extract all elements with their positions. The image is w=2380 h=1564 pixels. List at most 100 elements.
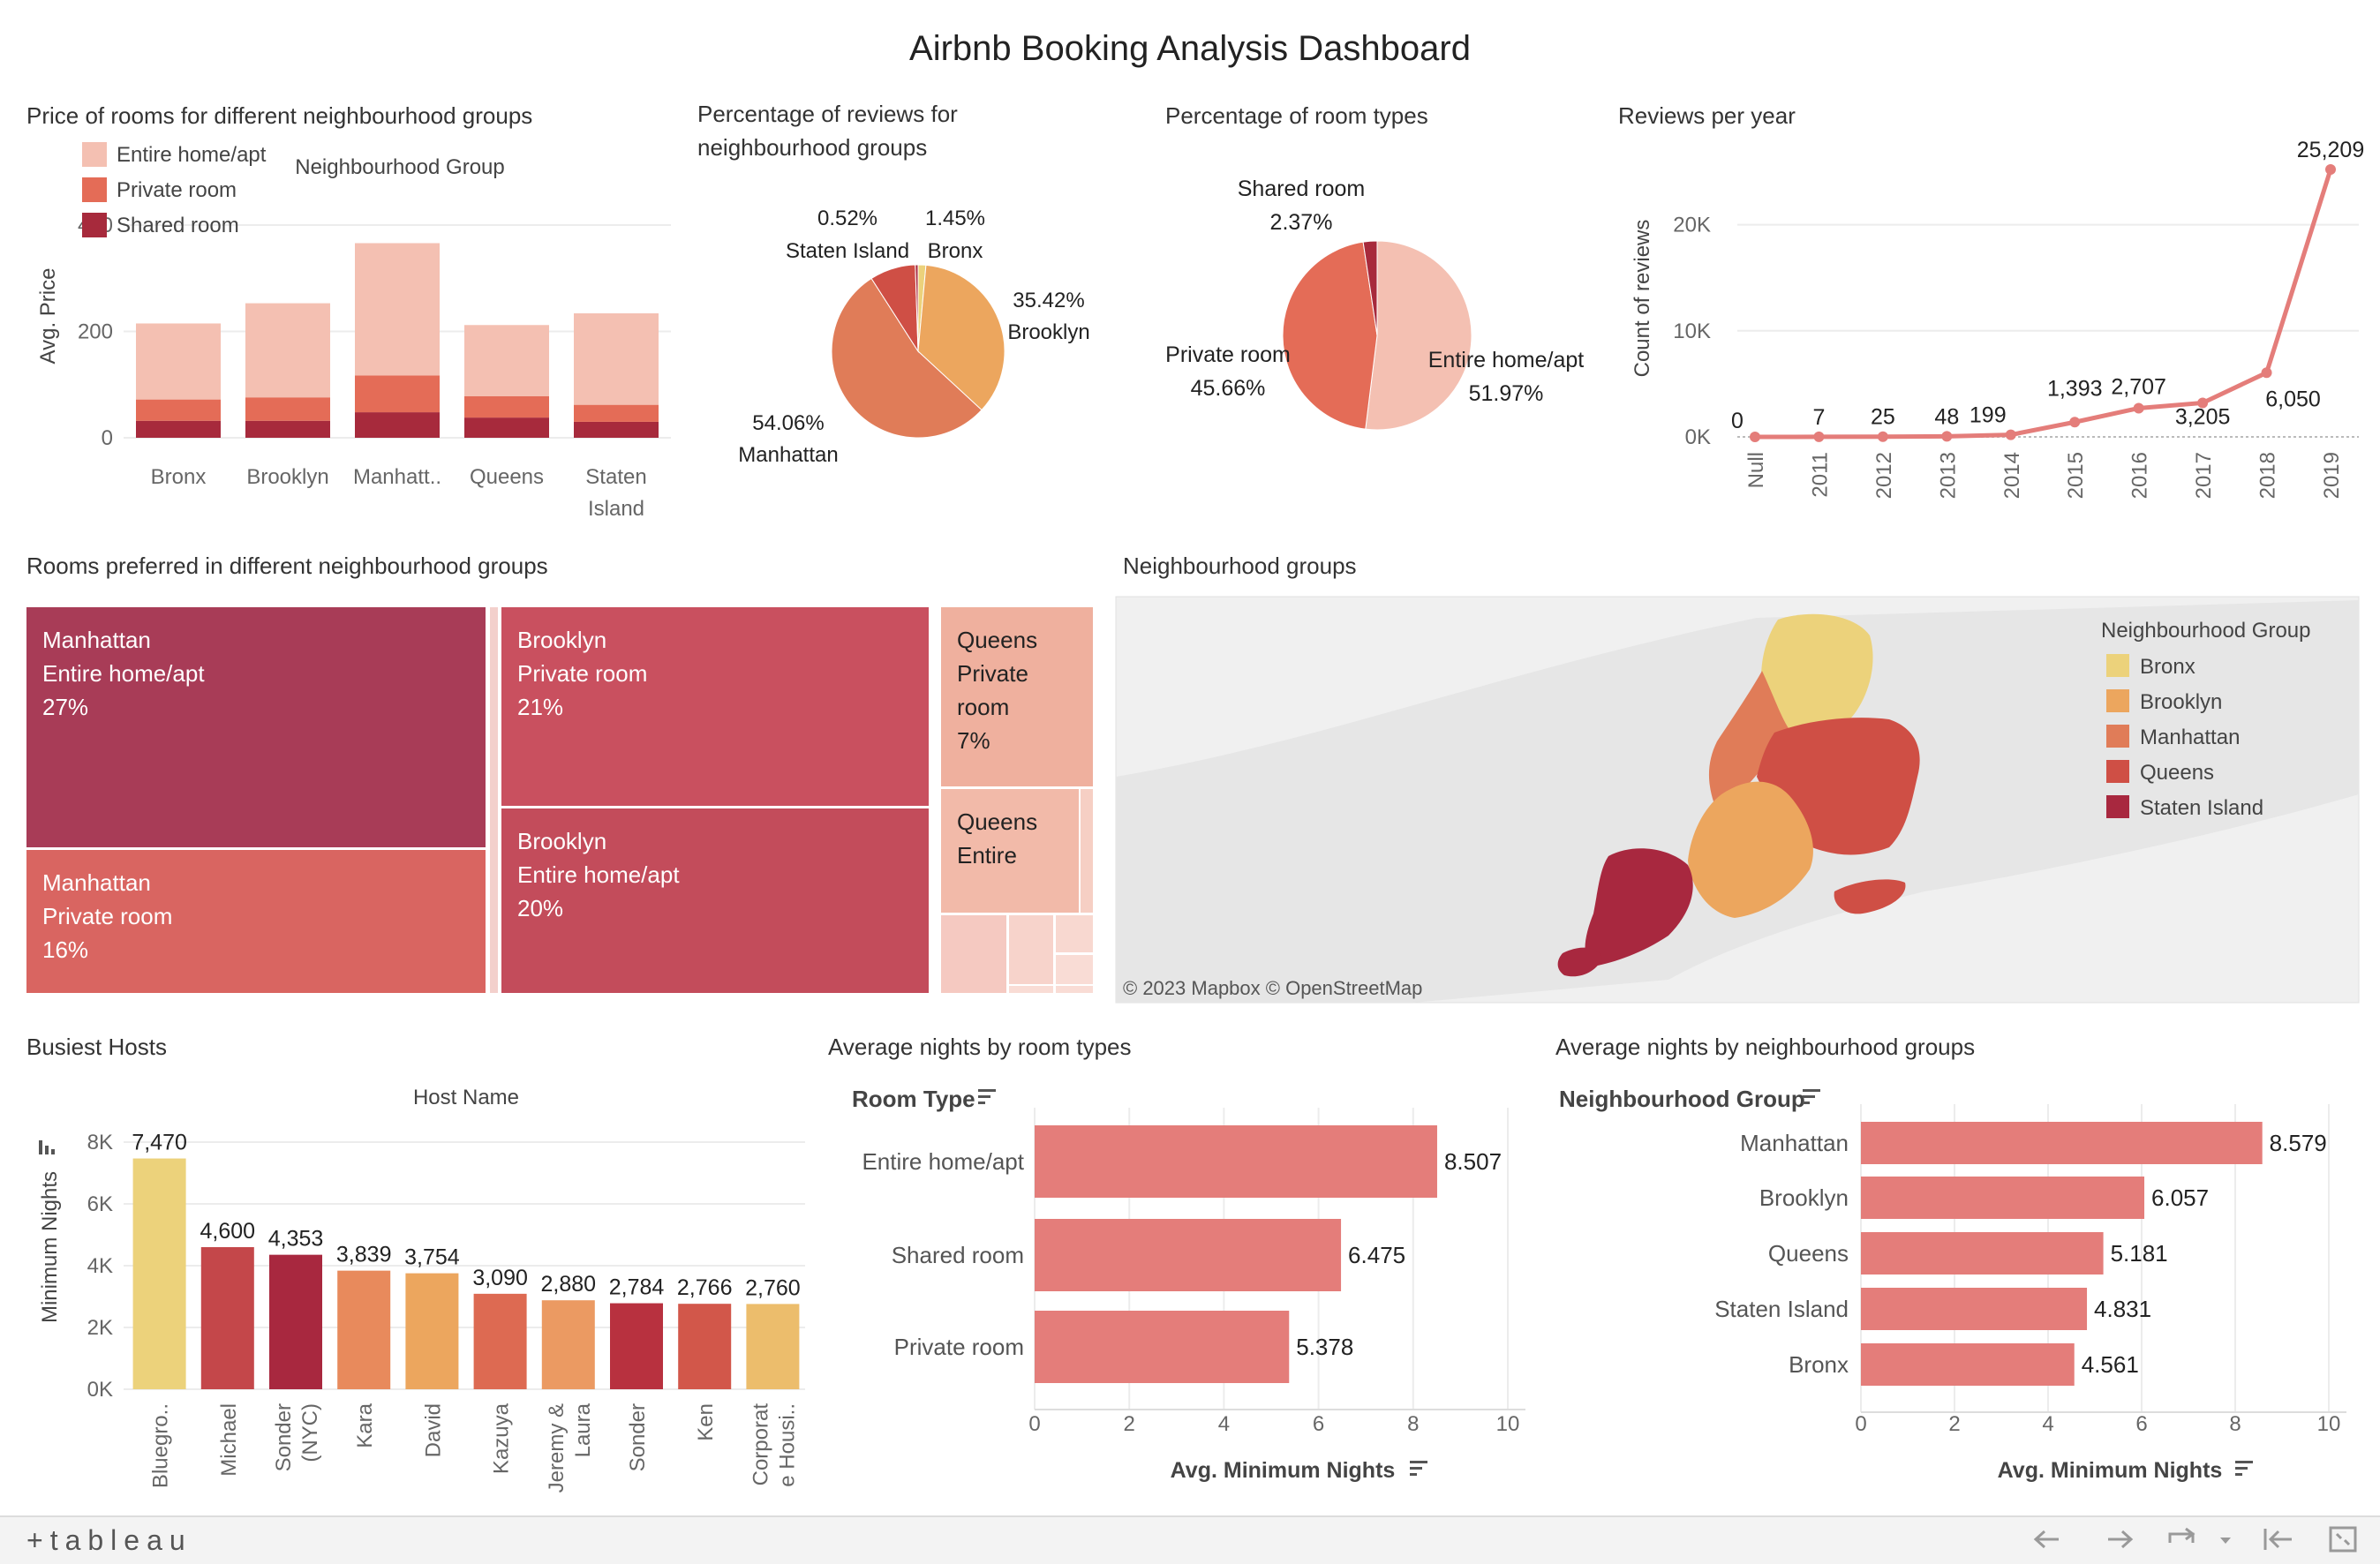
map-legend[interactable]: Bronx Brooklyn Manhattan Queens Staten I…	[2106, 654, 2263, 820]
roomtype-pie-pct-label: 45.66%	[1191, 376, 1266, 401]
reviews-year-line	[1754, 169, 2333, 440]
hosts-category-label: Michael	[217, 1403, 241, 1477]
price-ytick-label: 200	[78, 320, 113, 344]
hosts-bar	[678, 1304, 732, 1389]
price-legend[interactable]: Entire home/apt Private room Shared room	[82, 142, 267, 237]
hosts-ytick-label: 0K	[87, 1378, 113, 1402]
price-bar-segment	[574, 313, 659, 405]
reviews-year-xtick-label: 2019	[2320, 452, 2344, 499]
nights-ng-xtick-label: 2	[1948, 1412, 1960, 1436]
reviews-pie-name-label: Bronx	[928, 239, 983, 263]
roomtype-pie-title: Percentage of room types	[1165, 102, 1428, 129]
undo-icon[interactable]	[2033, 1530, 2059, 1549]
reset-icon[interactable]	[2263, 1529, 2292, 1550]
dropdown-arrow-icon[interactable]	[2220, 1538, 2231, 1544]
treemap-tile-small	[1056, 915, 1093, 952]
legend-swatch-shared	[82, 213, 107, 237]
nights-room-xtick-label: 4	[1218, 1412, 1230, 1436]
hosts-sort-icon[interactable]	[39, 1140, 55, 1154]
nights-ng-bar	[1861, 1232, 2104, 1275]
nights-room-category-label: Private room	[894, 1334, 1024, 1360]
nights-ng-bar	[1861, 1288, 2088, 1330]
nights-room-category-label: Shared room	[892, 1242, 1024, 1268]
roomtype-pie-slice	[1365, 240, 1472, 431]
hosts-ytick-label: 6K	[87, 1192, 113, 1216]
reviews-pie-slice	[917, 264, 1005, 411]
hosts-data-label: 2,766	[677, 1275, 733, 1300]
nights-room-xtick-label: 0	[1028, 1412, 1040, 1436]
redo-icon[interactable]	[2108, 1530, 2134, 1549]
price-ytick-label: 0	[102, 426, 113, 450]
hosts-data-label: 7,470	[132, 1131, 187, 1155]
treemap-tile-small	[1009, 915, 1053, 984]
nights-room-bar	[1035, 1125, 1437, 1198]
reviews-year-xtick-label: 2012	[1872, 452, 1896, 499]
nights-ng-xlabel-sort-icon[interactable]	[2235, 1461, 2253, 1476]
nights-room-category-label: Entire home/apt	[862, 1148, 1024, 1175]
reviews-pie-slice	[915, 264, 919, 352]
price-category-label: Manhatt..	[353, 465, 441, 489]
reviews-year-xtick-label: 2015	[2064, 452, 2088, 499]
hosts-data-label: 2,880	[541, 1272, 597, 1297]
roomtype-pie-pct-label: 2.37%	[1270, 210, 1333, 235]
roomtype-pie-name-label: Private room	[1165, 342, 1291, 367]
map-legend-label-bronx: Bronx	[2140, 655, 2195, 679]
hosts-category-label: Laura	[571, 1402, 595, 1457]
price-category-label: Island	[588, 497, 644, 521]
reviews-year-xtick-label: 2016	[2128, 452, 2152, 499]
map-panel[interactable]: Neighbourhood Group Bronx Brooklyn Manha…	[1115, 596, 2360, 1004]
treemap-tile-label: Private room	[42, 903, 172, 929]
tableau-logo[interactable]: +tableau	[26, 1524, 192, 1556]
map-region-bronx	[1760, 613, 1873, 736]
price-chart-title: Price of rooms for different neighbourho…	[26, 102, 532, 129]
map-region-manhattan	[1708, 671, 1792, 821]
hosts-title: Busiest Hosts	[26, 1034, 167, 1060]
nights-ng-category-label: Manhattan	[1740, 1130, 1849, 1156]
reviews-year-xtick-label: 2018	[2256, 452, 2280, 499]
price-category-label: Bronx	[151, 465, 207, 489]
roomtype-pie-slice	[1362, 240, 1378, 336]
treemap-tile	[501, 607, 929, 806]
treemap-tile-label: 7%	[957, 727, 990, 754]
nights-room-sort-icon[interactable]	[978, 1089, 996, 1104]
price-ylabel: Avg. Price	[36, 268, 60, 365]
reviews-year-data-label: 48	[1934, 404, 1959, 429]
reviews-year-point	[2133, 402, 2144, 414]
hosts-ytick-label: 4K	[87, 1254, 113, 1278]
hosts-data-label: 3,839	[336, 1243, 392, 1267]
reviews-pie-name-label: Staten Island	[786, 239, 909, 263]
nights-ng-category-label: Brooklyn	[1759, 1184, 1849, 1211]
hosts-category-label: e Housi..	[775, 1403, 799, 1487]
treemap-tile-small	[490, 607, 498, 993]
reviews-pie-title-2: neighbourhood groups	[697, 134, 927, 161]
nights-room-xlabel-sort-icon[interactable]	[1410, 1461, 1427, 1476]
roomtype-pie-name-label: Shared room	[1238, 177, 1366, 201]
reviews-pie-slice	[831, 277, 983, 439]
hosts-column-header: Host Name	[413, 1086, 519, 1109]
roomtype-pie-slice	[1282, 241, 1378, 430]
nights-room-data-label: 5.378	[1296, 1334, 1353, 1360]
nights-room-bar	[1035, 1311, 1290, 1383]
price-bar-segment	[245, 397, 330, 421]
hosts-category-label: Bluegro..	[149, 1403, 173, 1488]
revert-icon[interactable]	[2168, 1527, 2195, 1543]
nights-ng-bar	[1861, 1122, 2263, 1164]
price-category-label: Queens	[470, 465, 544, 489]
hosts-bar	[337, 1270, 391, 1389]
treemap-tile-label: room	[957, 694, 1009, 720]
map-attribution[interactable]: © 2023 Mapbox © OpenStreetMap	[1123, 977, 1422, 999]
reviews-pie-name-label: Manhattan	[738, 443, 838, 467]
reviews-year-xtick-label: 2011	[1808, 452, 1832, 498]
legend-label-entire: Entire home/apt	[117, 143, 267, 167]
treemap-tile-label: Private	[957, 660, 1028, 687]
reviews-pie: 1.45% Bronx 35.42% Brooklyn 54.06% Manhattan 0…	[738, 207, 1089, 467]
nights-ng-category-label: Bronx	[1789, 1351, 1849, 1378]
reviews-year-data-label: 6,050	[2265, 387, 2321, 411]
treemap-tile-label: Queens	[957, 627, 1037, 653]
nights-ng-dim-header: Neighbourhood Group	[1559, 1086, 1805, 1112]
nights-ng-sort-icon[interactable]	[1803, 1089, 1820, 1104]
fullscreen-icon[interactable]	[2329, 1526, 2357, 1553]
treemap-tile-label: Entire	[957, 842, 1017, 868]
nights-ng-category-label: Staten Island	[1714, 1296, 1849, 1322]
nights-room-data-label: 8.507	[1444, 1148, 1502, 1175]
